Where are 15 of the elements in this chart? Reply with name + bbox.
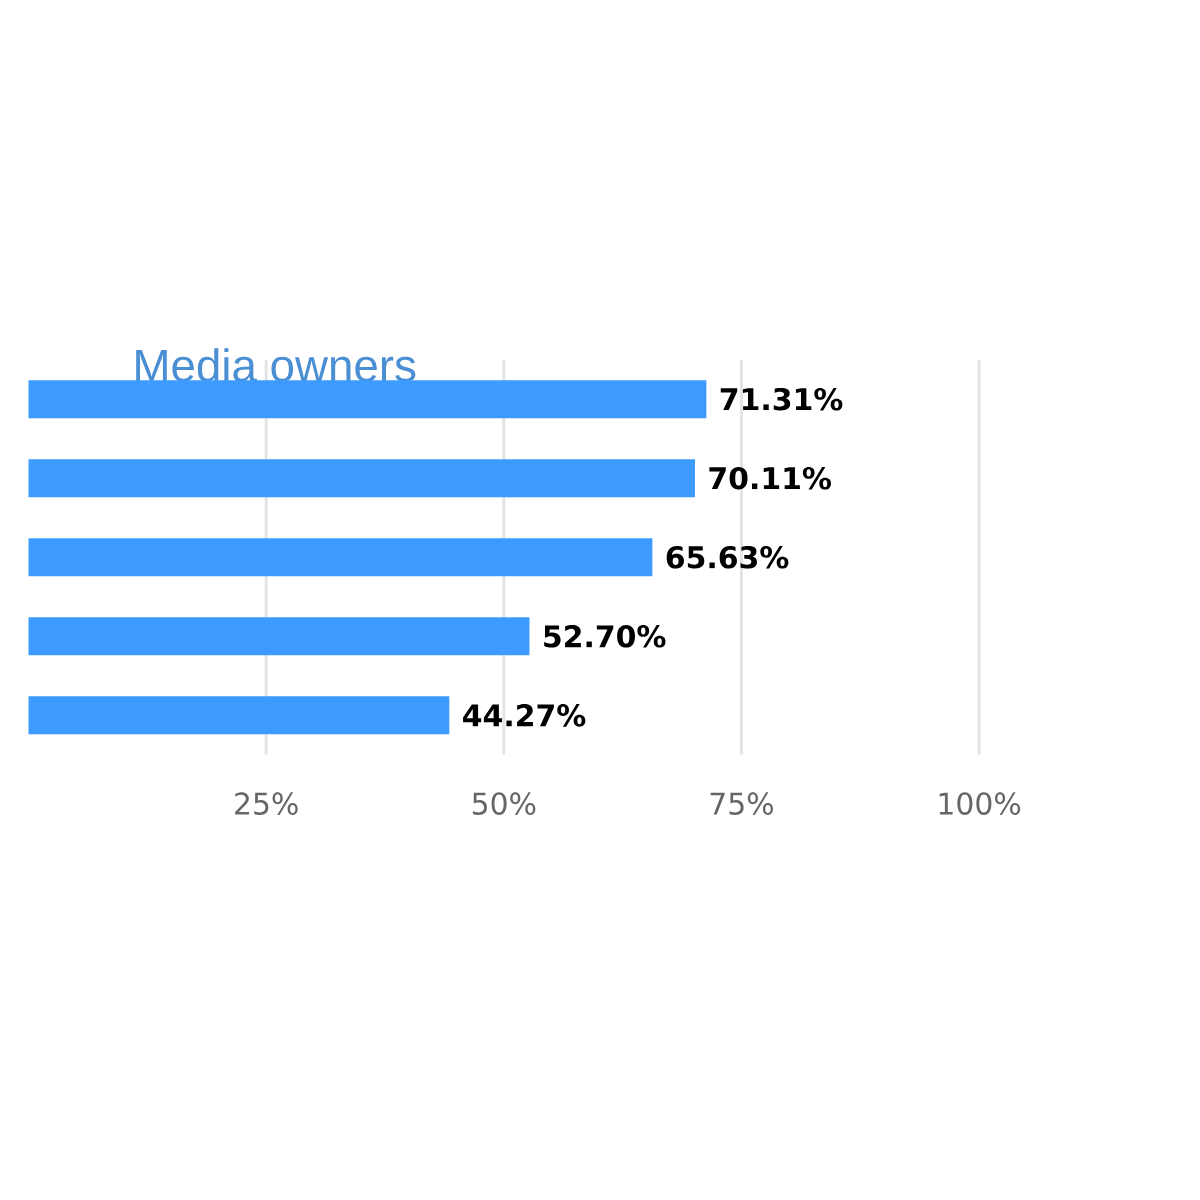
data-label: 44.27% [463, 704, 586, 727]
data-label: 52.70% [544, 625, 666, 648]
data-label: 71.31% [720, 387, 843, 411]
bar [28, 617, 530, 656]
chart-title: Media owners [136, 348, 416, 382]
bar [28, 696, 450, 735]
x-tick-label: 75% [710, 792, 773, 815]
x-tick-label: 100% [939, 792, 1021, 815]
x-tick-label: 25% [235, 792, 298, 815]
bar [28, 538, 653, 577]
data-label: 70.11% [709, 466, 831, 490]
bar [28, 380, 707, 419]
data-label: 65.63% [666, 545, 789, 569]
x-tick-label: 50% [472, 792, 536, 815]
bar [28, 459, 695, 498]
